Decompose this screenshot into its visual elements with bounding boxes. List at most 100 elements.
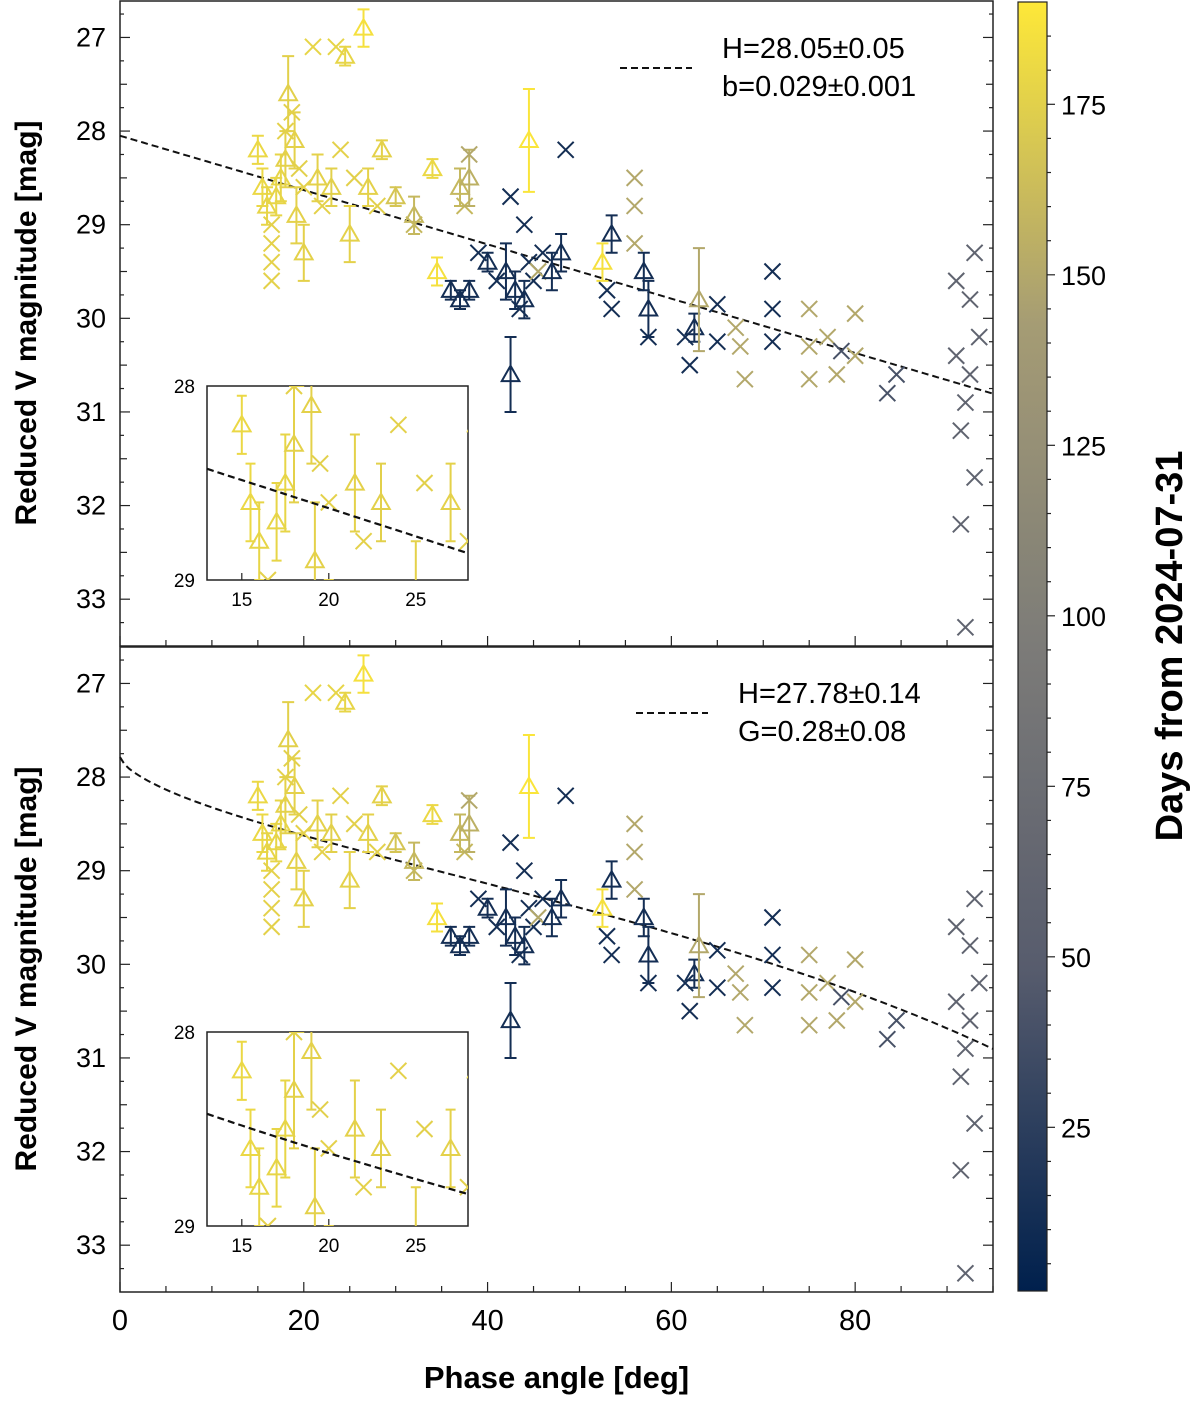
triangle-marker (633, 260, 655, 280)
error-bar (282, 55, 295, 133)
error-bar (504, 982, 517, 1059)
cross-marker (832, 988, 851, 1006)
triangle-marker (637, 298, 659, 317)
cross-marker (970, 974, 988, 992)
triangle-marker (518, 775, 540, 795)
inset-error-bar (349, 433, 360, 533)
triangle-marker (239, 1137, 262, 1156)
inset-error-bar (254, 501, 265, 580)
y-axis-title: Reduced V magnitude [mag] (10, 766, 43, 1171)
cross-marker (828, 1011, 846, 1030)
cross-marker (259, 571, 277, 580)
triangle-marker (300, 394, 322, 413)
triangle-marker (385, 185, 407, 205)
triangle-marker (449, 934, 471, 954)
cross-marker (708, 941, 727, 959)
inset-error-bar (309, 501, 320, 580)
triangle-marker (449, 288, 471, 308)
x-axis-title: Phase angle [deg] (424, 1360, 689, 1395)
cross-marker (708, 295, 727, 313)
triangle-marker (248, 1176, 270, 1195)
triangle-marker (370, 491, 392, 510)
triangle-marker (307, 813, 329, 832)
y-tick-label: 28 (76, 116, 106, 146)
triangle-marker (513, 288, 535, 308)
cross-marker (952, 1161, 970, 1179)
error-bar (499, 888, 512, 947)
triangle-marker (458, 279, 480, 298)
triangle-marker (637, 944, 659, 963)
inset-error-bar (445, 462, 456, 543)
triangle-marker (458, 925, 480, 944)
cross-marker (389, 1062, 408, 1080)
model-fit-line (119, 134, 994, 395)
triangle-marker (513, 934, 535, 954)
legend-param-2: G=0.28±0.08 (738, 716, 906, 748)
cross-marker (726, 318, 745, 337)
triangle-marker (293, 241, 315, 261)
triangle-marker (300, 1040, 322, 1059)
error-bar (518, 925, 531, 966)
error-bar (692, 247, 705, 353)
cross-marker (947, 993, 965, 1011)
cross-marker (354, 532, 373, 550)
y-axis-title: Reduced V magnitude [mag] (10, 120, 43, 525)
triangle-marker (440, 1137, 462, 1156)
cross-marker (763, 300, 782, 318)
error-bar (343, 850, 356, 910)
cross-marker (534, 890, 552, 908)
error-bar (297, 869, 310, 928)
cross-marker (556, 787, 575, 805)
colorbar-tick-label: 175 (1061, 90, 1106, 120)
cross-marker (763, 979, 782, 997)
cross-marker (460, 145, 478, 164)
cross-marker (878, 384, 897, 402)
legend-param-1: H=27.78±0.14 (738, 678, 921, 710)
error-bar (343, 204, 356, 264)
cross-marker (459, 532, 468, 550)
inset-error-bar (306, 1032, 317, 1111)
cross-marker (625, 197, 644, 215)
x-tick-label: 80 (839, 1305, 871, 1337)
cross-marker (313, 843, 331, 861)
cross-marker (259, 1217, 277, 1226)
triangle-marker (274, 1118, 296, 1137)
cross-marker (800, 370, 818, 388)
cross-marker (368, 197, 387, 215)
cross-marker (556, 141, 575, 159)
x-tick-label: 40 (471, 1305, 503, 1337)
x-tick-label: 20 (288, 1305, 320, 1337)
cross-marker (681, 1002, 699, 1020)
triangle-marker (385, 831, 407, 851)
cross-marker (602, 946, 621, 964)
cross-marker (405, 861, 423, 880)
inset-y-tick-label: 29 (174, 571, 195, 592)
triangle-marker (403, 850, 425, 869)
y-tick-label: 31 (76, 1043, 106, 1073)
bottom-panel: 27 28 29 30 31 32 33 Reduced V magnitude [mag] H… (10, 646, 994, 1293)
triangle-marker (458, 813, 480, 832)
error-bar (290, 186, 303, 245)
triangle-marker (440, 279, 462, 298)
cross-marker (501, 833, 520, 852)
colorbar-tick-label: 25 (1061, 1113, 1091, 1143)
triangle-marker (248, 530, 270, 549)
cross-marker (405, 215, 423, 234)
triangle-marker (339, 869, 361, 888)
error-bar (408, 841, 421, 882)
inset-frame (206, 385, 469, 581)
colorbar: 25 50 75 100 125 150 175 Days from 2024-07-31 (1017, 1, 1191, 1292)
triangle-marker (266, 510, 288, 530)
triangle-marker (334, 691, 356, 710)
inset-error-bar (254, 1147, 265, 1226)
error-bar (522, 733, 535, 839)
cross-marker (625, 234, 644, 253)
cross-marker (961, 1011, 979, 1030)
data-points (247, 8, 988, 636)
cross-marker (602, 300, 621, 318)
triangle-marker (495, 260, 517, 280)
cross-marker (331, 787, 350, 805)
cross-marker (515, 861, 534, 880)
colorbar-tick-label: 75 (1061, 772, 1091, 802)
y-tick-label: 33 (76, 1230, 106, 1260)
